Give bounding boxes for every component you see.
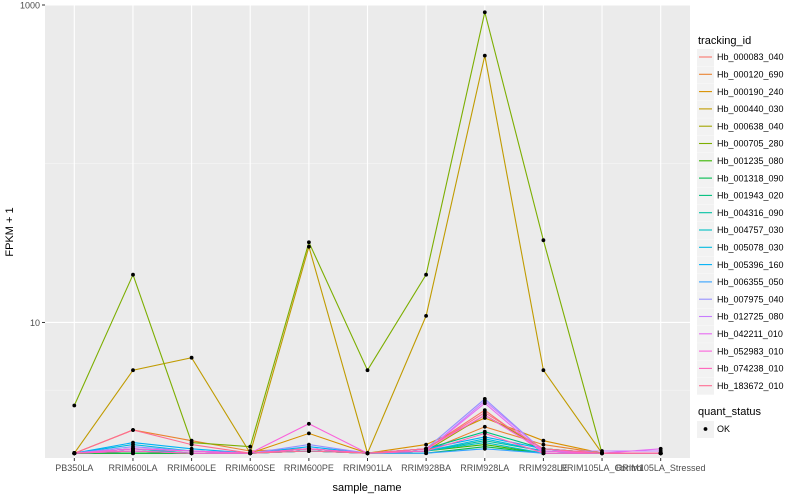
data-point — [482, 431, 487, 436]
legend-label: Hb_005078_030 — [717, 243, 784, 253]
data-point — [72, 403, 77, 408]
data-point — [248, 451, 253, 456]
data-point — [131, 272, 135, 277]
data-point — [482, 424, 487, 429]
data-point — [307, 240, 311, 245]
x-tick-label: RRIM105LA_Control — [561, 463, 644, 473]
legend-label: Hb_004316_090 — [717, 208, 784, 218]
data-point — [482, 413, 487, 418]
legend-label: Hb_052983_010 — [717, 346, 784, 356]
legend-label: Hb_000638_040 — [717, 121, 784, 131]
data-point — [131, 440, 135, 445]
legend-label: Hb_000440_030 — [717, 104, 784, 114]
x-tick-label: RRIM928LE — [519, 463, 568, 473]
data-point — [189, 355, 194, 360]
data-point — [482, 401, 487, 406]
x-tick-label: PB350LA — [55, 463, 93, 473]
data-point — [482, 440, 487, 445]
x-tick-label: RRIM600SE — [225, 463, 275, 473]
point-legend-marker — [703, 427, 708, 431]
data-point — [365, 451, 370, 456]
data-point — [307, 431, 311, 436]
x-tick-label: RRIM928BA — [401, 463, 451, 473]
legend-label: Hb_000190_240 — [717, 87, 784, 97]
legend-label: Hb_001318_090 — [717, 173, 784, 183]
data-point — [424, 442, 428, 447]
x-tick-label: RRIM600LA — [108, 463, 157, 473]
data-point — [307, 421, 311, 426]
data-point — [658, 451, 663, 456]
legend-label: Hb_012725_080 — [717, 312, 784, 322]
data-point — [541, 368, 546, 373]
legend-label: Hb_042211_010 — [717, 329, 783, 339]
data-point — [482, 435, 487, 439]
point-legend-label: OK — [717, 424, 730, 434]
y-axis: 1000 10 — [20, 1, 45, 328]
x-tick-label: RRIM928LA — [460, 463, 509, 473]
data-point — [482, 53, 487, 58]
data-point — [482, 446, 487, 451]
data-point — [365, 368, 370, 373]
legend-label: Hb_000705_280 — [717, 139, 784, 149]
point-legend: OK — [697, 421, 730, 438]
data-point — [658, 446, 663, 451]
x-tick-label: RRIM105LA_Stressed — [616, 463, 706, 473]
data-point — [482, 410, 487, 415]
y-tick-label: 10 — [30, 318, 40, 328]
data-point — [424, 446, 428, 451]
legend-label: Hb_000120_690 — [717, 70, 784, 80]
data-point — [482, 10, 487, 15]
data-point — [131, 368, 135, 373]
legend-label: Hb_004757_030 — [717, 225, 784, 235]
data-point — [72, 451, 77, 456]
legend-label: Hb_074238_010 — [717, 364, 784, 374]
legend-title: tracking_id — [698, 35, 751, 47]
data-point — [541, 446, 546, 451]
data-point — [248, 444, 253, 449]
legend-label: Hb_001943_020 — [717, 191, 784, 201]
y-axis-label: FPKM + 1 — [4, 207, 16, 256]
point-legend-title: quant_status — [698, 406, 761, 418]
legend-label: Hb_007975_040 — [717, 294, 784, 304]
data-point — [189, 451, 194, 456]
data-point — [600, 451, 604, 456]
data-point — [541, 438, 546, 443]
data-point — [131, 449, 135, 453]
data-point — [307, 442, 311, 447]
data-point — [541, 451, 546, 456]
series-points — [72, 10, 663, 456]
x-tick-label: RRIM600LE — [167, 463, 216, 473]
data-point — [482, 416, 487, 420]
grid-lines — [45, 4, 690, 458]
x-axis: PB350LA RRIM600LA RRIM600LE RRIM600SE RRIM60… — [55, 458, 705, 473]
x-axis-label: sample_name — [332, 482, 401, 494]
legend-label: Hb_183672_010 — [717, 381, 784, 391]
legend-label: Hb_000083_040 — [717, 52, 784, 62]
data-point — [189, 442, 194, 447]
legend-label: Hb_001235_080 — [717, 156, 784, 166]
data-point — [424, 314, 428, 318]
data-point — [541, 442, 546, 447]
legend-label: Hb_005396_160 — [717, 260, 784, 270]
data-point — [131, 428, 135, 432]
x-tick-label: RRIM901LA — [343, 463, 392, 473]
data-point — [307, 449, 311, 453]
y-tick-label: 1000 — [20, 1, 40, 11]
data-point — [424, 272, 428, 277]
legend-label: Hb_006355_050 — [717, 277, 784, 287]
legend: Hb_000083_040 Hb_000120_690 Hb_000190_240 H… — [697, 49, 784, 395]
x-tick-label: RRIM600PE — [284, 463, 334, 473]
data-point — [541, 238, 546, 243]
data-point — [307, 244, 311, 249]
